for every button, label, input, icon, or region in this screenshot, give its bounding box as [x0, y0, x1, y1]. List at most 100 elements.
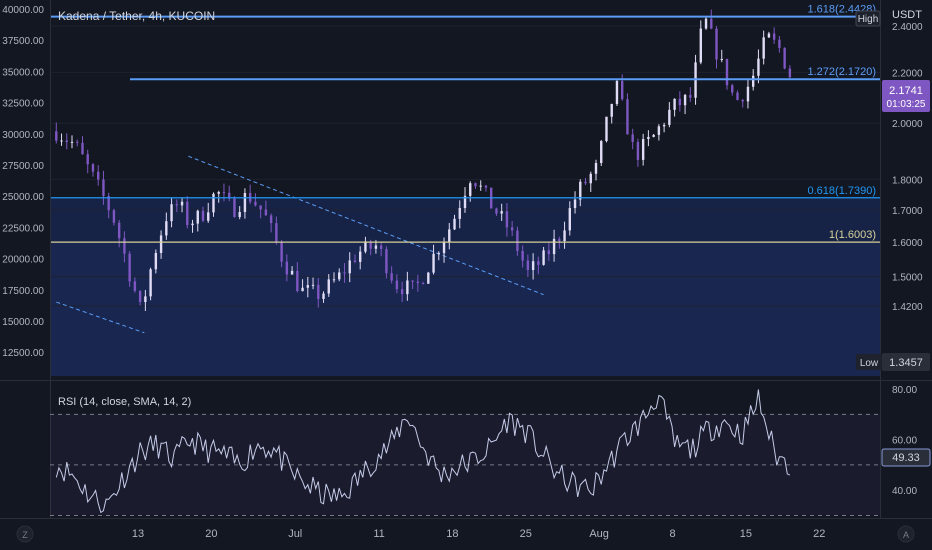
candle-body[interactable]: [332, 279, 336, 281]
candle-body[interactable]: [495, 208, 498, 214]
candle-body[interactable]: [678, 98, 682, 106]
candle-body[interactable]: [469, 183, 472, 196]
candle-body[interactable]: [516, 230, 519, 251]
candle-body[interactable]: [720, 58, 723, 60]
candle-body[interactable]: [437, 253, 441, 255]
candle-body[interactable]: [641, 139, 645, 160]
candle-body[interactable]: [374, 245, 378, 249]
candle-body[interactable]: [626, 99, 629, 135]
candle-body[interactable]: [710, 18, 713, 29]
candle-body[interactable]: [149, 269, 152, 297]
candle-body[interactable]: [123, 238, 126, 254]
candle-body[interactable]: [400, 289, 404, 295]
candle-body[interactable]: [751, 75, 755, 87]
fib-lines[interactable]: 1.618(2.4428)1.272(2.1720)0.618(1.7390)1…: [50, 4, 880, 243]
candle-body[interactable]: [531, 261, 535, 270]
candle-body[interactable]: [542, 250, 545, 265]
rsi-pane[interactable]: [50, 389, 880, 516]
candle-body[interactable]: [605, 116, 608, 142]
candle-body[interactable]: [647, 136, 650, 140]
candle-body[interactable]: [762, 37, 765, 59]
candle-body[interactable]: [526, 260, 530, 270]
candle-body[interactable]: [102, 179, 105, 197]
candle-body[interactable]: [741, 99, 744, 102]
candle-body[interactable]: [463, 195, 467, 209]
candle-body[interactable]: [222, 192, 226, 194]
candle-body[interactable]: [112, 210, 116, 223]
candle-body[interactable]: [296, 270, 299, 292]
candle-body[interactable]: [290, 270, 294, 275]
candle-body[interactable]: [133, 281, 137, 291]
candle-body[interactable]: [427, 272, 430, 284]
candle-body[interactable]: [668, 109, 671, 125]
candle-body[interactable]: [81, 142, 84, 155]
candle-body[interactable]: [353, 260, 357, 262]
candle-body[interactable]: [505, 211, 509, 228]
candle-body[interactable]: [484, 185, 488, 188]
auto-scale-button[interactable]: [897, 525, 915, 543]
candle-body[interactable]: [715, 28, 718, 60]
candle-body[interactable]: [783, 47, 786, 69]
candle-body[interactable]: [563, 230, 566, 242]
candle-body[interactable]: [269, 215, 273, 224]
candle-body[interactable]: [731, 85, 734, 93]
candle-body[interactable]: [552, 238, 556, 255]
candle-body[interactable]: [573, 199, 577, 209]
candle-body[interactable]: [510, 227, 514, 231]
time-axis[interactable]: 13 20 Jul 11 18 25 Aug 8 15 22: [132, 528, 825, 540]
candle-body[interactable]: [97, 171, 100, 180]
candle-body[interactable]: [117, 222, 121, 239]
rsi-line[interactable]: [55, 389, 791, 514]
candle-body[interactable]: [138, 290, 142, 303]
candle-body[interactable]: [159, 235, 163, 253]
candle-body[interactable]: [652, 134, 655, 137]
candle-body[interactable]: [579, 181, 582, 200]
candle-body[interactable]: [479, 185, 482, 187]
candle-body[interactable]: [379, 245, 383, 250]
candle-body[interactable]: [359, 251, 362, 262]
candle-body[interactable]: [620, 81, 624, 100]
trend-line[interactable]: [188, 155, 544, 296]
candle-body[interactable]: [217, 192, 220, 194]
candle-body[interactable]: [196, 210, 199, 224]
candle-body[interactable]: [421, 283, 425, 285]
candle-body[interactable]: [673, 98, 676, 110]
candle-body[interactable]: [322, 293, 325, 299]
candle-body[interactable]: [285, 261, 289, 275]
candle-body[interactable]: [364, 241, 367, 252]
candle-body[interactable]: [76, 141, 79, 143]
candle-body[interactable]: [301, 287, 304, 292]
right-price-axis[interactable]: 2.4000 2.2000 2.0000 1.8000 1.7000 1.6000 1.50…: [892, 22, 923, 313]
candle-body[interactable]: [348, 260, 351, 274]
candle-body[interactable]: [600, 141, 603, 163]
candle-body[interactable]: [746, 86, 750, 102]
trend-lines[interactable]: [56, 155, 544, 334]
candle-body[interactable]: [327, 279, 330, 294]
candle-body[interactable]: [736, 92, 739, 100]
candle-body[interactable]: [704, 18, 708, 29]
candle-body[interactable]: [385, 249, 388, 274]
candle-body[interactable]: [448, 229, 451, 242]
candle-body[interactable]: [144, 296, 147, 303]
candle-body[interactable]: [474, 183, 477, 187]
candle-body[interactable]: [170, 204, 173, 222]
candle-body[interactable]: [416, 281, 420, 284]
candle-body[interactable]: [432, 253, 435, 273]
candle-body[interactable]: [91, 164, 95, 172]
candle-body[interactable]: [306, 285, 310, 288]
candle-body[interactable]: [65, 140, 68, 143]
candle-body[interactable]: [60, 140, 63, 142]
candle-body[interactable]: [191, 223, 194, 226]
candle-body[interactable]: [757, 58, 760, 76]
candle-body[interactable]: [107, 196, 110, 211]
rsi-axis[interactable]: 80.00 60.00 40.00: [892, 385, 917, 497]
candle-body[interactable]: [254, 201, 257, 206]
candle-body[interactable]: [610, 103, 613, 117]
candle-body[interactable]: [233, 198, 236, 218]
candle-body[interactable]: [683, 94, 687, 106]
candle-body[interactable]: [311, 284, 315, 286]
candle-body[interactable]: [662, 124, 666, 127]
candle-body[interactable]: [343, 272, 346, 274]
candle-body[interactable]: [86, 154, 89, 165]
candle-body[interactable]: [615, 81, 619, 104]
